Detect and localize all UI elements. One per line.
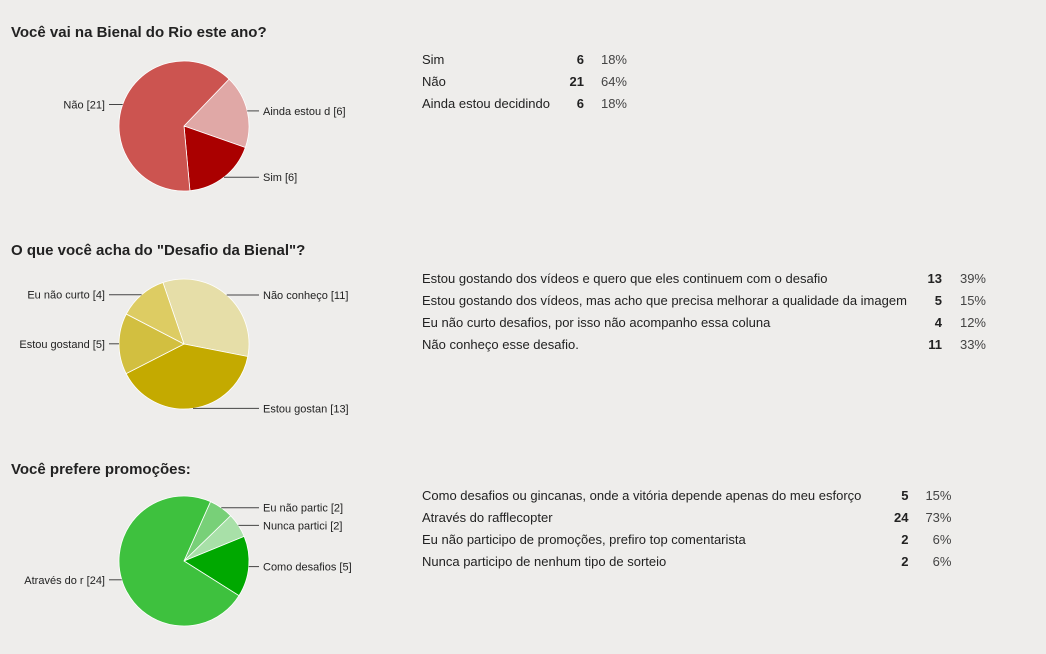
option-percent: 73%: [925, 509, 952, 525]
option-percent: 15%: [959, 292, 986, 308]
slice-label: Não conheço [11]: [263, 290, 348, 302]
question-title: Você prefere promoções:: [11, 461, 191, 478]
option-label: Como desafios ou gincanas, onde a vitóri…: [422, 487, 862, 503]
slice-label: Não [21]: [63, 100, 105, 112]
option-count: 13: [927, 270, 942, 286]
result-row: Eu não curto desafios, por isso não acom…: [422, 311, 986, 333]
option-label: Estou gostando dos vídeos e quero que el…: [422, 270, 828, 286]
pie-chart-promotion-preference: Eu não partic [2] Nunca partici [2] Como d…: [24, 495, 352, 627]
option-count: 5: [901, 487, 909, 503]
slice-label: Estou gostand [5]: [19, 339, 105, 351]
results-table: Como desafios ou gincanas, onde a vitóri…: [422, 484, 951, 572]
option-percent: 18%: [600, 95, 627, 111]
option-label: Não conheço esse desafio.: [422, 336, 579, 352]
option-percent: 15%: [925, 487, 952, 503]
pie-chart-desafio-opinion: Não conheço [11] Estou gostan [13] Estou g…: [19, 278, 349, 415]
option-label: Ainda estou decidindo: [422, 95, 550, 111]
result-row: Através do rafflecopter 24 73%: [422, 506, 951, 528]
slice-label: Sim [6]: [263, 172, 297, 184]
result-row: Não 21 64%: [422, 70, 627, 92]
results-table: Estou gostando dos vídeos e quero que el…: [422, 267, 986, 355]
pie-chart-bienal-attendance: Ainda estou d [6] Sim [6] Não [21]: [63, 60, 346, 192]
option-label: Estou gostando dos vídeos, mas acho que …: [422, 292, 907, 308]
slice-label: Estou gostan [13]: [263, 403, 349, 415]
question-title: O que você acha do "Desafio da Bienal"?: [11, 242, 306, 259]
result-row: Ainda estou decidindo 6 18%: [422, 92, 627, 114]
option-count: 24: [894, 509, 909, 525]
pie-slice: [183, 125, 246, 192]
pie-slice: [118, 60, 230, 192]
slice-label: Ainda estou d [6]: [263, 106, 346, 118]
result-row: Estou gostando dos vídeos, mas acho que …: [422, 289, 986, 311]
option-percent: 18%: [600, 51, 627, 67]
option-label: Sim: [422, 51, 445, 67]
question-title: Você vai na Bienal do Rio este ano?: [11, 24, 267, 41]
slice-label: Nunca partici [2]: [263, 520, 342, 532]
option-label: Eu não curto desafios, por isso não acom…: [422, 314, 771, 330]
result-row: Sim 6 18%: [422, 48, 627, 70]
option-percent: 6%: [932, 531, 952, 547]
pie-slice: [183, 535, 250, 597]
option-count: 5: [934, 292, 942, 308]
option-count: 6: [576, 95, 584, 111]
option-count: 21: [569, 73, 584, 89]
option-percent: 12%: [959, 314, 986, 330]
option-count: 4: [934, 314, 942, 330]
slice-label: Como desafios [5]: [263, 562, 352, 574]
result-row: Eu não participo de promoções, prefiro t…: [422, 528, 951, 550]
result-row: Como desafios ou gincanas, onde a vitóri…: [422, 484, 951, 506]
result-row: Estou gostando dos vídeos e quero que el…: [422, 267, 986, 289]
option-count: 2: [901, 531, 909, 547]
option-count: 2: [901, 553, 909, 569]
option-label: Não: [422, 73, 446, 89]
slice-label: Eu não partic [2]: [263, 503, 343, 515]
pie-slice: [162, 278, 250, 357]
option-label: Através do rafflecopter: [422, 509, 553, 525]
option-percent: 64%: [600, 73, 627, 89]
pie-slice: [118, 495, 240, 627]
result-row: Nunca participo de nenhum tipo de sortei…: [422, 550, 951, 572]
option-percent: 39%: [959, 270, 986, 286]
option-label: Nunca participo de nenhum tipo de sortei…: [422, 553, 667, 569]
results-table: Sim 6 18% Não 21 64% Ainda estou decidin…: [422, 48, 627, 114]
option-percent: 6%: [932, 553, 952, 569]
slice-label: Eu não curto [4]: [27, 290, 105, 302]
option-count: 11: [928, 336, 942, 352]
option-percent: 33%: [959, 336, 986, 352]
slice-label: Através do r [24]: [24, 575, 105, 587]
result-row: Não conheço esse desafio. 11 33%: [422, 333, 986, 355]
option-label: Eu não participo de promoções, prefiro t…: [422, 531, 746, 547]
option-count: 6: [576, 51, 584, 67]
